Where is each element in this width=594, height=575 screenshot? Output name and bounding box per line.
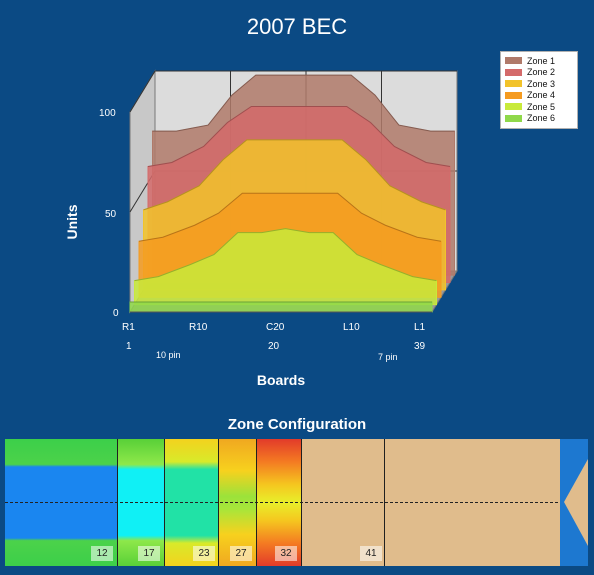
zone-number: 12 [91, 546, 113, 561]
legend-item: Zone 4 [505, 90, 573, 102]
x-tick-label: L10 [343, 322, 360, 333]
gridline [129, 70, 156, 113]
series-line [138, 192, 442, 242]
legend-item: Zone 1 [505, 55, 573, 67]
zone-number: 32 [275, 546, 297, 561]
x-tick-label: L1 [414, 322, 426, 333]
zone-number: 23 [193, 546, 215, 561]
series-line [152, 74, 455, 132]
x-axis-label: Boards [256, 372, 306, 388]
y-axis-label: Units [64, 204, 80, 240]
lane-centerline [5, 502, 588, 503]
chart-plot [129, 69, 458, 314]
legend-item: Zone 2 [505, 67, 573, 79]
x-tick-label: R1 [122, 322, 135, 333]
zone-number: 27 [230, 546, 252, 561]
zone-config-title: Zone Configuration [227, 416, 367, 433]
zone-number: 41 [360, 546, 382, 561]
x-pin-label: 7 pin [378, 352, 398, 362]
series-line [143, 139, 446, 211]
series-line [147, 105, 451, 167]
series-line [134, 228, 437, 282]
legend-item: Zone 6 [505, 113, 573, 125]
x-board-label: 20 [268, 341, 280, 352]
foul-line-bar [560, 439, 588, 566]
x-pin-label: 10 pin [156, 350, 181, 360]
y-tick-label: 100 [99, 108, 116, 119]
zone-number: 17 [138, 546, 160, 561]
lane-diagram: 12 17 23 27 32 41 [5, 439, 588, 566]
x-board-label: 1 [126, 341, 132, 352]
arrow-icon [564, 459, 588, 546]
x-tick-label: C20 [266, 322, 285, 333]
y-tick-label: 0 [113, 308, 119, 319]
chart-legend: Zone 1 Zone 2 Zone 3 Zone 4 Zone 5 Zone … [500, 51, 578, 129]
chart-title: 2007 BEC [246, 14, 348, 39]
y-tick-label: 50 [105, 209, 117, 220]
legend-item: Zone 5 [505, 101, 573, 113]
x-tick-label: R10 [189, 322, 208, 333]
legend-item: Zone 3 [505, 78, 573, 90]
series-area [129, 301, 433, 313]
x-board-label: 39 [414, 341, 426, 352]
series-area [134, 228, 437, 306]
